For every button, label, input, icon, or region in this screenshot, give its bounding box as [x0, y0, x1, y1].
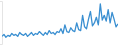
y-tick-mark	[0, 44, 2, 45]
chart	[0, 0, 120, 45]
y-axis-line	[0, 2, 3, 45]
y-tick-mark	[0, 1, 2, 2]
y-tick	[0, 1, 2, 2]
y-axis	[0, 2, 3, 45]
y-tick	[0, 44, 2, 45]
line	[2, 4, 118, 37]
plot-area	[2, 4, 118, 37]
